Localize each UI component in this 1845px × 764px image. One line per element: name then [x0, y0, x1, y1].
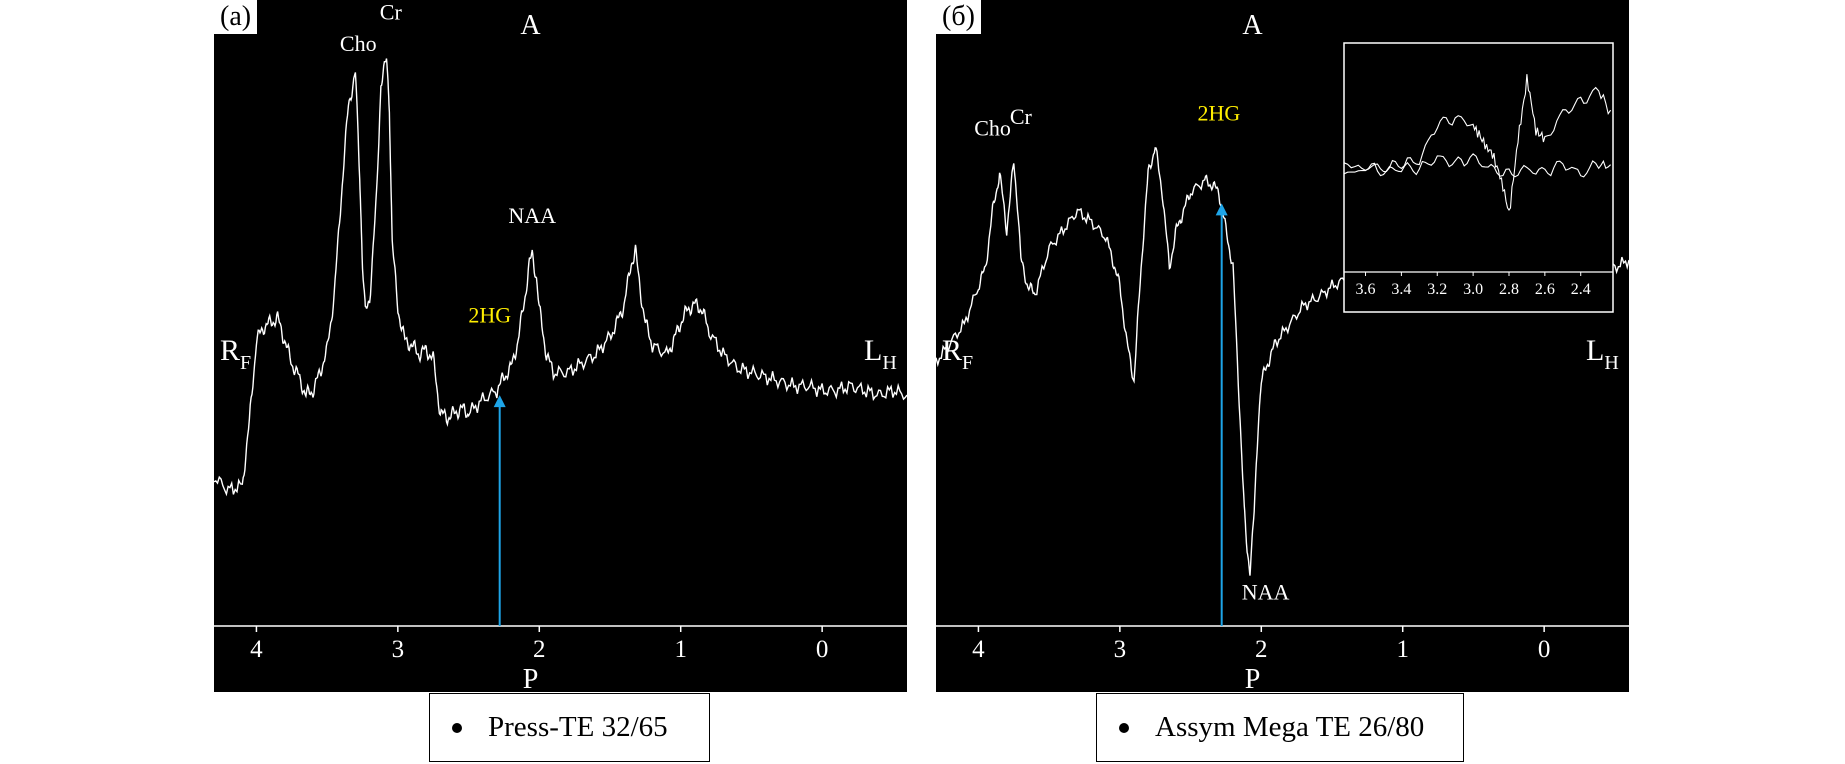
- peak-label: Cho: [974, 115, 1011, 140]
- x-tick-label: 4: [972, 636, 985, 663]
- orientation-bottom-label: P: [523, 664, 539, 692]
- orientation-right-sub: H: [882, 352, 896, 374]
- spectrum-panel-a: (a) 4 3 2 1 0 Cho Cr NAA 2HG A P RF LH: [214, 0, 907, 692]
- inset-frame: [1343, 42, 1614, 313]
- legend-bullet-icon: [452, 722, 462, 733]
- x-tick-label: 2: [1255, 636, 1268, 663]
- panel-label-b: (б): [936, 0, 981, 34]
- inset-tick-label: 3.0: [1463, 281, 1483, 298]
- peak-label: 2HG: [468, 303, 511, 328]
- orientation-left-sub: F: [962, 352, 973, 374]
- peak-label: NAA: [1242, 580, 1290, 605]
- arrow-head-icon: [1215, 203, 1228, 216]
- x-tick-label: 2: [533, 636, 546, 663]
- inset-tick-label: 2.8: [1499, 281, 1519, 298]
- x-tick-label: 4: [250, 636, 263, 663]
- orientation-left-sub: F: [240, 352, 251, 374]
- orientation-bottom-label: P: [1245, 664, 1261, 692]
- x-tick-label: 0: [816, 636, 829, 663]
- orientation-right-label: LH: [1586, 334, 1619, 374]
- peak-label: Cr: [380, 0, 403, 24]
- inset-tick-label: 2.6: [1535, 281, 1555, 298]
- peak-label: 2HG: [1197, 100, 1240, 125]
- legend-a: Press-TE 32/65: [429, 693, 710, 762]
- peak-label: NAA: [508, 203, 556, 228]
- x-tick-label: 3: [392, 636, 405, 663]
- x-tick-label: 1: [1396, 636, 1409, 663]
- legend-b: Assym Mega TE 26/80: [1096, 693, 1464, 762]
- peak-label: Cr: [1010, 104, 1033, 129]
- x-tick-label: 1: [674, 636, 687, 663]
- orientation-left-label: RF: [220, 334, 251, 374]
- inset-tick-label: 3.2: [1427, 281, 1447, 298]
- legend-text-a: Press-TE 32/65: [488, 711, 668, 743]
- orientation-right-label: LH: [864, 334, 897, 374]
- peak-label: Cho: [340, 31, 377, 56]
- legend-bullet-icon: [1119, 722, 1129, 733]
- x-tick-label: 0: [1538, 636, 1551, 663]
- inset-trace: [1343, 153, 1611, 178]
- inset-trace: [1343, 74, 1612, 211]
- spectrum-panel-b: (б) 4 3 2 1 0 3.6 3.4 3.2 3.0 2.8 2.6 2.4 Cho Cr 2HG NA…: [936, 0, 1629, 692]
- x-tick-label: 3: [1114, 636, 1127, 663]
- legend-text-b: Assym Mega TE 26/80: [1155, 711, 1425, 743]
- arrow-head-icon: [493, 395, 506, 408]
- orientation-top-label: A: [1242, 10, 1263, 41]
- panel-label-a: (a): [214, 0, 258, 34]
- orientation-right-sub: H: [1604, 352, 1618, 374]
- orientation-left-label: RF: [942, 334, 973, 374]
- inset-tick-label: 3.6: [1356, 281, 1376, 298]
- inset-tick-label: 2.4: [1571, 281, 1591, 298]
- orientation-top-label: A: [520, 10, 541, 41]
- inset-tick-label: 3.4: [1391, 281, 1411, 298]
- spectrum-trace: [214, 58, 907, 497]
